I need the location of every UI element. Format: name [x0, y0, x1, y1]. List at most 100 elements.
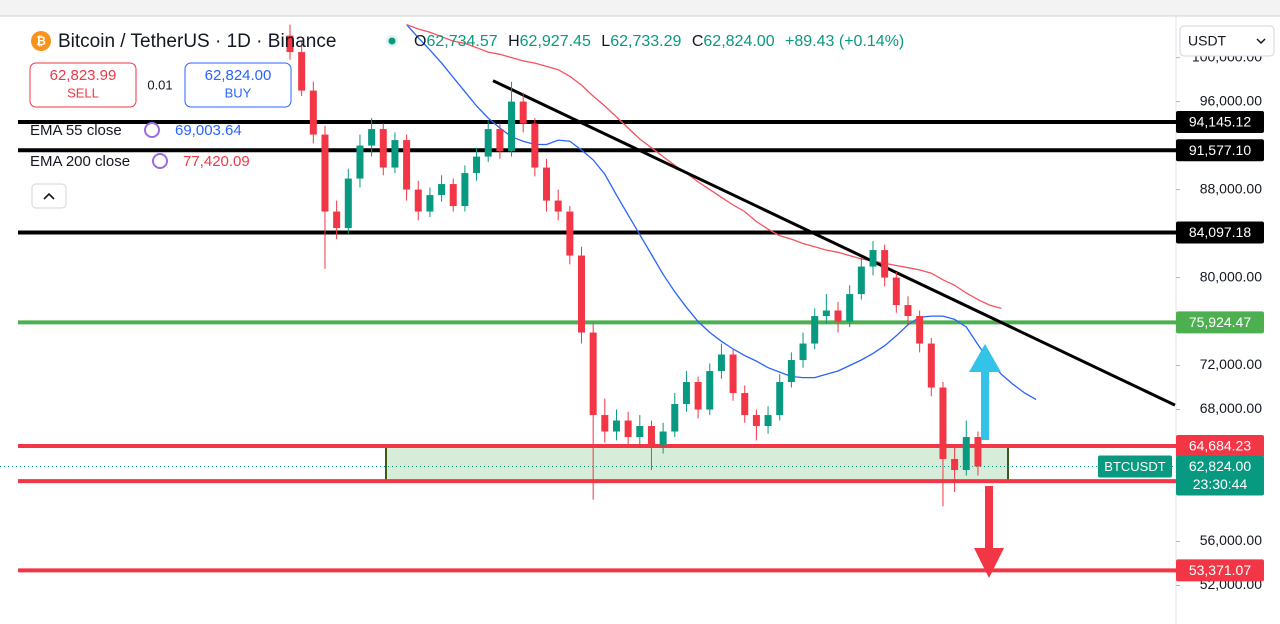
- legend-icon[interactable]: [152, 153, 168, 169]
- candle-body: [321, 134, 329, 212]
- legend-name: EMA 200 close: [30, 153, 130, 170]
- candle-body: [391, 140, 399, 168]
- candle-body: [717, 354, 725, 372]
- candle-body: [286, 35, 294, 53]
- candle-body: [799, 343, 807, 361]
- candle-body: [869, 250, 877, 267]
- plot-area: 52,000.0056,000.0068,000.0072,000.0080,0…: [0, 23, 1264, 592]
- candle-body: [531, 123, 539, 168]
- currency-dropdown[interactable]: [1179, 25, 1275, 57]
- up-arrow: [969, 344, 1001, 440]
- candle-body: [916, 316, 924, 344]
- legend-icon[interactable]: [144, 122, 160, 138]
- candle-body: [729, 354, 737, 394]
- candle-body: [904, 305, 912, 317]
- spread: 0.01: [147, 77, 172, 92]
- candle-body: [519, 101, 527, 124]
- sell-button[interactable]: 62,823.99 SELL: [29, 62, 137, 108]
- candle-body: [309, 90, 317, 135]
- currency-label[interactable]: USDT: [1188, 33, 1227, 49]
- coin-icon-glyph: ₿: [36, 34, 46, 48]
- y-tick-label: 80,000.00: [1200, 268, 1262, 284]
- y-tick-label: 72,000.00: [1200, 356, 1262, 372]
- candle-body: [543, 167, 551, 201]
- ema-line: [406, 24, 1037, 401]
- price-tag: [1176, 455, 1264, 496]
- ohlc-key: O: [414, 33, 426, 50]
- buy-price[interactable]: 62,824.00: [205, 67, 272, 84]
- candle-body: [706, 371, 714, 410]
- buy-box[interactable]: [184, 62, 292, 108]
- price-tag-value: 62,824.00: [1189, 458, 1251, 474]
- candle-body: [624, 420, 632, 438]
- candle-body: [892, 277, 900, 306]
- candle-body: [752, 415, 760, 427]
- symbol-tag-label: BTCUSDT: [1104, 459, 1165, 474]
- candle-body: [671, 404, 679, 432]
- ohlc-key: C: [692, 33, 704, 50]
- candle-body: [659, 431, 667, 445]
- sell-label[interactable]: SELL: [67, 85, 99, 100]
- candle-body: [741, 393, 749, 416]
- sell-box[interactable]: [29, 62, 137, 108]
- level-tag-label: 94,145.12: [1189, 114, 1251, 130]
- candle-body: [846, 294, 854, 322]
- candle-body: [554, 200, 562, 212]
- candle-body: [368, 129, 376, 146]
- down-arrow: [974, 486, 1004, 578]
- coin-icon: [31, 31, 51, 51]
- candle-body: [344, 178, 352, 229]
- level-tag-label: 64,684.23: [1189, 438, 1251, 454]
- ohlc-value: 62,824.00: [703, 33, 774, 50]
- change: +89.43 (+0.14%): [785, 33, 904, 50]
- candle-body: [414, 189, 422, 212]
- candle-body: [974, 437, 982, 467]
- dropdown-caret: [1256, 38, 1266, 45]
- candle-body: [927, 343, 935, 388]
- chart-title: Bitcoin / TetherUS · 1D · Binance: [58, 31, 336, 52]
- range-box: [385, 445, 1009, 483]
- ohlc-key: H: [508, 33, 520, 50]
- level-tag-label: 53,371.07: [1189, 562, 1251, 578]
- candle-body: [951, 459, 959, 471]
- symbol-tag: [1098, 455, 1172, 478]
- legend-value: 77,420.09: [183, 153, 250, 170]
- price-tag-countdown: 23:30:44: [1193, 476, 1248, 492]
- level-tag: [1176, 311, 1264, 334]
- candle-body: [776, 382, 784, 416]
- candle-body: [881, 250, 889, 278]
- ema-line: [406, 23, 1002, 310]
- candle-body: [811, 316, 819, 344]
- ohlc-value: 62,927.45: [520, 33, 591, 50]
- candle-body: [333, 211, 341, 229]
- candle-body: [612, 420, 620, 432]
- candle-body: [822, 310, 830, 317]
- trendline: [492, 79, 1176, 407]
- candle-body: [496, 129, 504, 152]
- overlay: ₿ Bitcoin / TetherUS · 1D · Binance O62,…: [29, 25, 1275, 209]
- legend-name: EMA 55 close: [30, 122, 122, 139]
- status-dot: [388, 37, 396, 45]
- level-tag: [1176, 110, 1264, 133]
- candle-body: [508, 101, 516, 152]
- level-tag-label: 84,097.18: [1189, 224, 1251, 240]
- buy-button[interactable]: 62,824.00 BUY: [184, 62, 292, 108]
- candle-body: [939, 387, 947, 460]
- ohlc-value: 62,733.29: [610, 33, 681, 50]
- candle-body: [403, 140, 411, 190]
- candle-body: [578, 255, 585, 333]
- candle-body: [379, 129, 387, 168]
- candle-body: [356, 145, 364, 179]
- candle-body: [857, 266, 865, 295]
- ohlc-legend: O62,734.57 H62,927.45 L62,733.29 C62,824…: [414, 33, 904, 50]
- candle-body: [589, 332, 597, 416]
- legend-value: 69,003.64: [175, 122, 242, 139]
- collapse-button[interactable]: [31, 183, 67, 209]
- ohlc-value: 62,734.57: [426, 33, 497, 50]
- buy-label[interactable]: BUY: [225, 85, 252, 100]
- level-tag: [1176, 435, 1264, 458]
- sell-price[interactable]: 62,823.99: [50, 67, 117, 84]
- candle-body: [601, 415, 609, 432]
- ohlc-key: L: [601, 33, 610, 50]
